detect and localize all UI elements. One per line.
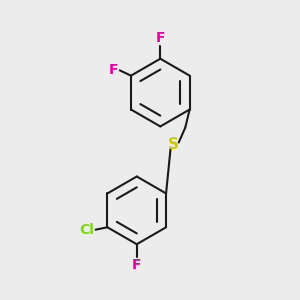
Text: F: F	[109, 63, 119, 77]
Text: F: F	[132, 258, 142, 272]
Text: S: S	[168, 137, 179, 152]
Text: F: F	[156, 32, 165, 46]
Text: Cl: Cl	[79, 223, 94, 237]
